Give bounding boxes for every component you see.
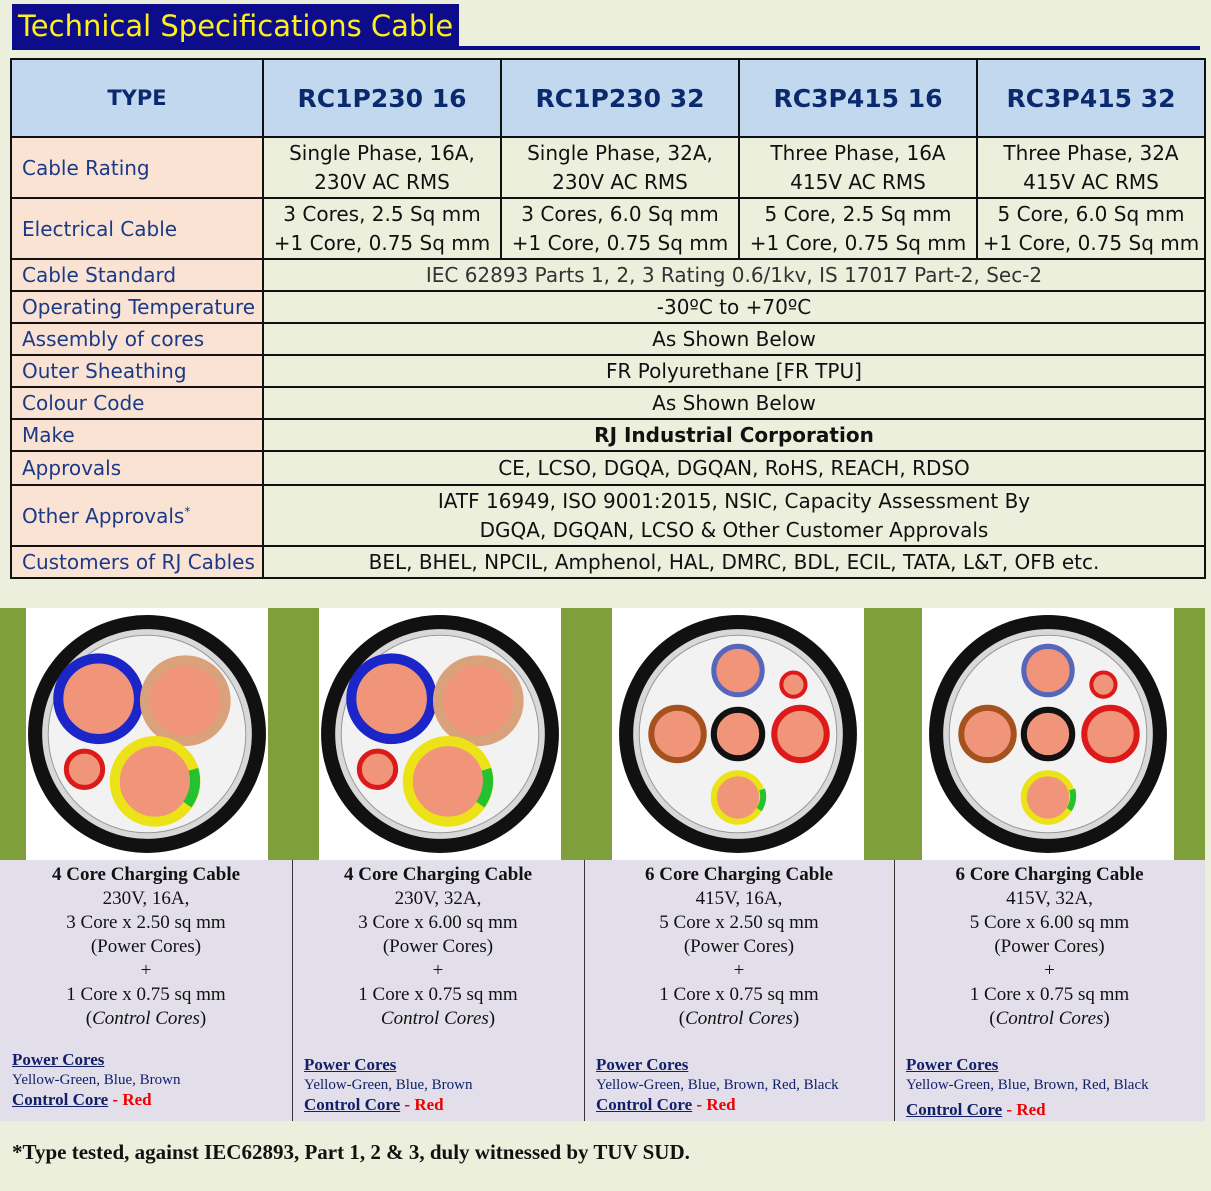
row-cable-standard: Cable Standard IEC 62893 Parts 1, 2, 3 R…	[10, 258, 1206, 292]
row-customers: Customers of RJ Cables BEL, BHEL, NPCIL,…	[10, 545, 1206, 579]
spec-table: TYPE RC1P230 16 RC1P230 32 RC3P415 16 RC…	[10, 58, 1206, 579]
row-cable-rating: Cable Rating Single Phase, 16A, 230V AC R…	[10, 136, 1206, 199]
row-label: Approvals	[10, 450, 264, 486]
cable-caption: 4 Core Charging Cable 230V, 16A, 3 Core …	[0, 860, 293, 1121]
footnote: *Type tested, against IEC62893, Part 1, …	[12, 1140, 690, 1164]
caption-text: 4 Core Charging Cable 230V, 32A, 3 Core …	[343, 864, 533, 1029]
row-electrical-cable: Electrical Cable 3 Cores, 2.5 Sq mm +1 Co…	[10, 197, 1206, 260]
caption-text: 6 Core Charging Cable 415V, 16A, 5 Core …	[644, 864, 834, 1029]
colour-legend: Power Cores Yellow-Green, Blue, Brown Co…	[12, 1050, 181, 1109]
cell-value: 3 Cores, 6.0 Sq mm +1 Core, 0.75 Sq mm	[500, 197, 740, 260]
cell-value: Three Phase, 32A 415V AC RMS	[976, 136, 1206, 199]
header-model: RC3P415 16	[738, 58, 978, 138]
row-outer-sheathing: Outer Sheathing FR Polyurethane [FR TPU]	[10, 354, 1206, 388]
cell-value: Single Phase, 32A, 230V AC RMS	[500, 136, 740, 199]
cable-caption: 4 Core Charging Cable 230V, 32A, 3 Core …	[292, 860, 585, 1121]
row-label: Assembly of cores	[10, 322, 264, 356]
cell-value: 5 Core, 6.0 Sq mm +1 Core, 0.75 Sq mm	[976, 197, 1206, 260]
cable-cross-section-image	[319, 608, 561, 860]
header-model: RC1P230 32	[500, 58, 740, 138]
page-title: Technical Specifications Cable	[12, 4, 460, 48]
cable-6core-icon	[619, 615, 857, 853]
cable-cross-section-image	[26, 608, 268, 860]
colour-legend: Power Cores Yellow-Green, Blue, Brown, R…	[596, 1055, 839, 1114]
cable-cross-section-image	[612, 608, 864, 860]
header-type: TYPE	[10, 58, 264, 138]
control-core-colour: Red	[414, 1095, 444, 1114]
cell-value: RJ Industrial Corporation	[262, 418, 1206, 452]
row-label: Cable Standard	[10, 258, 264, 292]
power-cores-heading: Power Cores	[304, 1055, 397, 1074]
cell-value: Three Phase, 16A 415V AC RMS	[738, 136, 978, 199]
row-label: Colour Code	[10, 386, 264, 420]
header-model: RC1P230 16	[262, 58, 502, 138]
row-colour-code: Colour Code As Shown Below	[10, 386, 1206, 420]
power-cores-colours: Yellow-Green, Blue, Brown, Red, Black	[906, 1077, 1149, 1093]
control-core-heading: Control Core	[596, 1095, 693, 1114]
control-core-heading: Control Core	[906, 1100, 1003, 1119]
cell-value: CE, LCSO, DGQA, DGQAN, RoHS, REACH, RDSO	[262, 450, 1206, 486]
cell-value: -30ºC to +70ºC	[262, 290, 1206, 324]
control-core-colour: Red	[706, 1095, 736, 1114]
caption-text: 4 Core Charging Cable 230V, 16A, 3 Core …	[51, 864, 241, 1029]
row-label: Customers of RJ Cables	[10, 545, 264, 579]
cable-4core-icon	[321, 615, 559, 853]
cell-value: FR Polyurethane [FR TPU]	[262, 354, 1206, 388]
row-label: Make	[10, 418, 264, 452]
cable-captions: 4 Core Charging Cable 230V, 16A, 3 Core …	[0, 860, 1205, 1121]
power-cores-colours: Yellow-Green, Blue, Brown	[12, 1072, 181, 1088]
cable-caption: 6 Core Charging Cable 415V, 32A, 5 Core …	[894, 860, 1205, 1121]
row-label: Outer Sheathing	[10, 354, 264, 388]
cell-value: 3 Cores, 2.5 Sq mm +1 Core, 0.75 Sq mm	[262, 197, 502, 260]
row-approvals: Approvals CE, LCSO, DGQA, DGQAN, RoHS, R…	[10, 450, 1206, 486]
caption-text: 6 Core Charging Cable 415V, 32A, 5 Core …	[955, 864, 1144, 1029]
cable-cross-section-image	[922, 608, 1174, 860]
header-model: RC3P415 32	[976, 58, 1206, 138]
cable-photo-strip	[0, 608, 1205, 860]
header-row: TYPE RC1P230 16 RC1P230 32 RC3P415 16 RC…	[10, 58, 1206, 138]
power-cores-heading: Power Cores	[596, 1055, 689, 1074]
control-core-heading: Control Core	[304, 1095, 401, 1114]
row-other-approvals: Other Approvals* IATF 16949, ISO 9001:20…	[10, 484, 1206, 547]
colour-legend: Power Cores Yellow-Green, Blue, Brown, R…	[906, 1055, 1149, 1119]
cell-value: 5 Core, 2.5 Sq mm +1 Core, 0.75 Sq mm	[738, 197, 978, 260]
row-label: Other Approvals*	[10, 484, 264, 547]
cable-4core-icon	[28, 615, 266, 853]
power-cores-colours: Yellow-Green, Blue, Brown, Red, Black	[596, 1077, 839, 1093]
cable-caption: 6 Core Charging Cable 415V, 16A, 5 Core …	[584, 860, 895, 1121]
cell-value: IATF 16949, ISO 9001:2015, NSIC, Capacit…	[262, 484, 1206, 547]
row-label: Cable Rating	[10, 136, 264, 199]
power-cores-colours: Yellow-Green, Blue, Brown	[304, 1077, 473, 1093]
cell-value: Single Phase, 16A, 230V AC RMS	[262, 136, 502, 199]
control-core-colour: Red	[122, 1090, 152, 1109]
cell-value: As Shown Below	[262, 322, 1206, 356]
row-label: Operating Temperature	[10, 290, 264, 324]
row-assembly-of-cores: Assembly of cores As Shown Below	[10, 322, 1206, 356]
power-cores-heading: Power Cores	[906, 1055, 999, 1074]
cell-value: As Shown Below	[262, 386, 1206, 420]
cable-6core-icon	[929, 615, 1167, 853]
row-make: Make RJ Industrial Corporation	[10, 418, 1206, 452]
control-core-heading: Control Core	[12, 1090, 109, 1109]
row-operating-temperature: Operating Temperature -30ºC to +70ºC	[10, 290, 1206, 324]
cell-value: IEC 62893 Parts 1, 2, 3 Rating 0.6/1kv, …	[262, 258, 1206, 292]
cell-value: BEL, BHEL, NPCIL, Amphenol, HAL, DMRC, B…	[262, 545, 1206, 579]
title-underline	[12, 46, 1200, 50]
row-label: Electrical Cable	[10, 197, 264, 260]
power-cores-heading: Power Cores	[12, 1050, 105, 1069]
make-name: RJ Industrial Corporation	[594, 422, 874, 447]
control-core-colour: Red	[1016, 1100, 1046, 1119]
colour-legend: Power Cores Yellow-Green, Blue, Brown Co…	[304, 1055, 473, 1114]
